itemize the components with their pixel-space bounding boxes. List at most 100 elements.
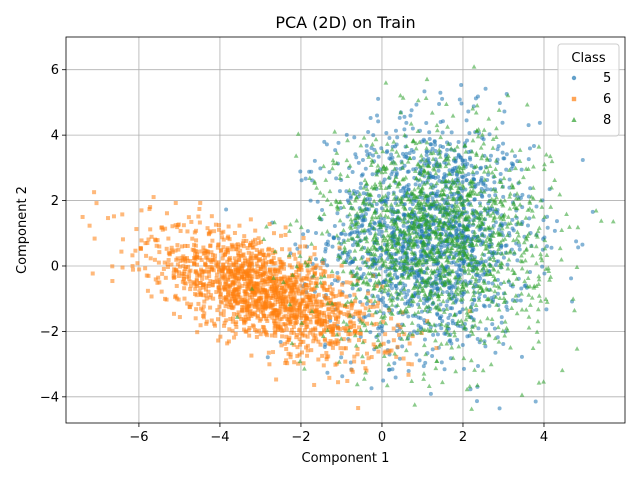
data-point — [217, 223, 222, 228]
data-point — [322, 281, 327, 286]
data-point — [403, 347, 409, 353]
data-point — [406, 361, 411, 366]
data-point — [390, 144, 395, 149]
data-point — [354, 381, 360, 387]
data-point — [455, 177, 461, 183]
data-point — [307, 295, 312, 300]
data-point — [440, 96, 445, 101]
data-point — [92, 190, 97, 195]
data-point — [390, 155, 395, 160]
data-point — [490, 322, 495, 327]
data-point — [441, 144, 446, 149]
data-point — [287, 317, 292, 322]
data-point — [245, 278, 250, 283]
data-point — [464, 177, 469, 182]
data-point — [347, 163, 353, 168]
data-point — [349, 306, 354, 311]
data-point — [390, 275, 396, 280]
data-point — [336, 276, 341, 281]
data-point — [425, 326, 431, 332]
data-point — [342, 247, 348, 252]
data-point — [479, 155, 484, 161]
data-point — [311, 294, 316, 299]
data-point — [387, 232, 393, 238]
data-point — [404, 269, 410, 275]
data-point — [379, 206, 384, 211]
data-point — [210, 265, 215, 270]
data-point — [314, 305, 319, 310]
data-point — [499, 264, 504, 269]
data-point — [194, 307, 199, 312]
data-point — [507, 250, 513, 255]
data-point — [296, 273, 301, 278]
data-point — [460, 180, 465, 185]
data-point — [280, 286, 285, 291]
data-point — [398, 228, 403, 233]
data-point — [278, 310, 283, 315]
data-point — [433, 163, 439, 169]
data-point — [387, 156, 392, 161]
data-point — [197, 272, 202, 277]
data-point — [298, 331, 303, 336]
data-point — [280, 334, 285, 339]
data-point — [468, 252, 474, 258]
data-point — [198, 292, 203, 297]
data-point — [254, 334, 259, 339]
data-point — [223, 304, 228, 309]
data-point — [326, 307, 331, 312]
data-point — [434, 122, 440, 128]
data-point — [317, 318, 322, 323]
data-point — [323, 295, 328, 300]
data-point — [241, 244, 246, 249]
data-point — [276, 294, 281, 299]
data-point — [497, 214, 502, 219]
data-point — [370, 172, 375, 177]
data-point — [496, 107, 502, 112]
data-point — [366, 282, 372, 287]
data-point — [464, 118, 469, 123]
data-point — [392, 166, 397, 171]
data-point — [541, 166, 547, 172]
data-point — [354, 309, 359, 314]
data-point — [497, 179, 503, 184]
data-point — [411, 257, 416, 262]
data-point — [457, 223, 462, 228]
data-point — [474, 269, 480, 275]
data-point — [481, 272, 486, 277]
data-point — [172, 274, 177, 279]
data-point — [250, 284, 255, 289]
data-point — [169, 245, 174, 250]
data-point — [377, 179, 383, 185]
data-point — [490, 210, 496, 215]
data-point — [441, 187, 447, 192]
data-point — [479, 132, 485, 137]
data-point — [387, 264, 393, 270]
data-point — [463, 149, 469, 154]
y-tick-label: −2 — [40, 325, 59, 340]
data-point — [440, 213, 446, 218]
data-point — [145, 288, 150, 293]
data-point — [326, 354, 331, 359]
data-point — [264, 224, 269, 229]
data-point — [507, 191, 513, 196]
data-point — [502, 333, 508, 338]
data-point — [299, 315, 304, 320]
data-point — [338, 346, 343, 351]
data-point — [243, 294, 248, 299]
data-point — [523, 247, 529, 252]
data-point — [192, 255, 197, 260]
data-point — [209, 260, 214, 265]
data-point — [271, 272, 276, 277]
data-point — [495, 147, 500, 152]
data-point — [453, 289, 459, 295]
data-point — [503, 221, 508, 226]
data-point — [182, 281, 187, 286]
data-point — [495, 269, 501, 274]
data-point — [402, 127, 407, 132]
data-point — [470, 248, 475, 253]
data-point — [236, 310, 241, 315]
data-point — [263, 290, 268, 295]
data-point — [422, 89, 427, 94]
data-point — [345, 173, 351, 179]
data-point — [347, 261, 352, 266]
